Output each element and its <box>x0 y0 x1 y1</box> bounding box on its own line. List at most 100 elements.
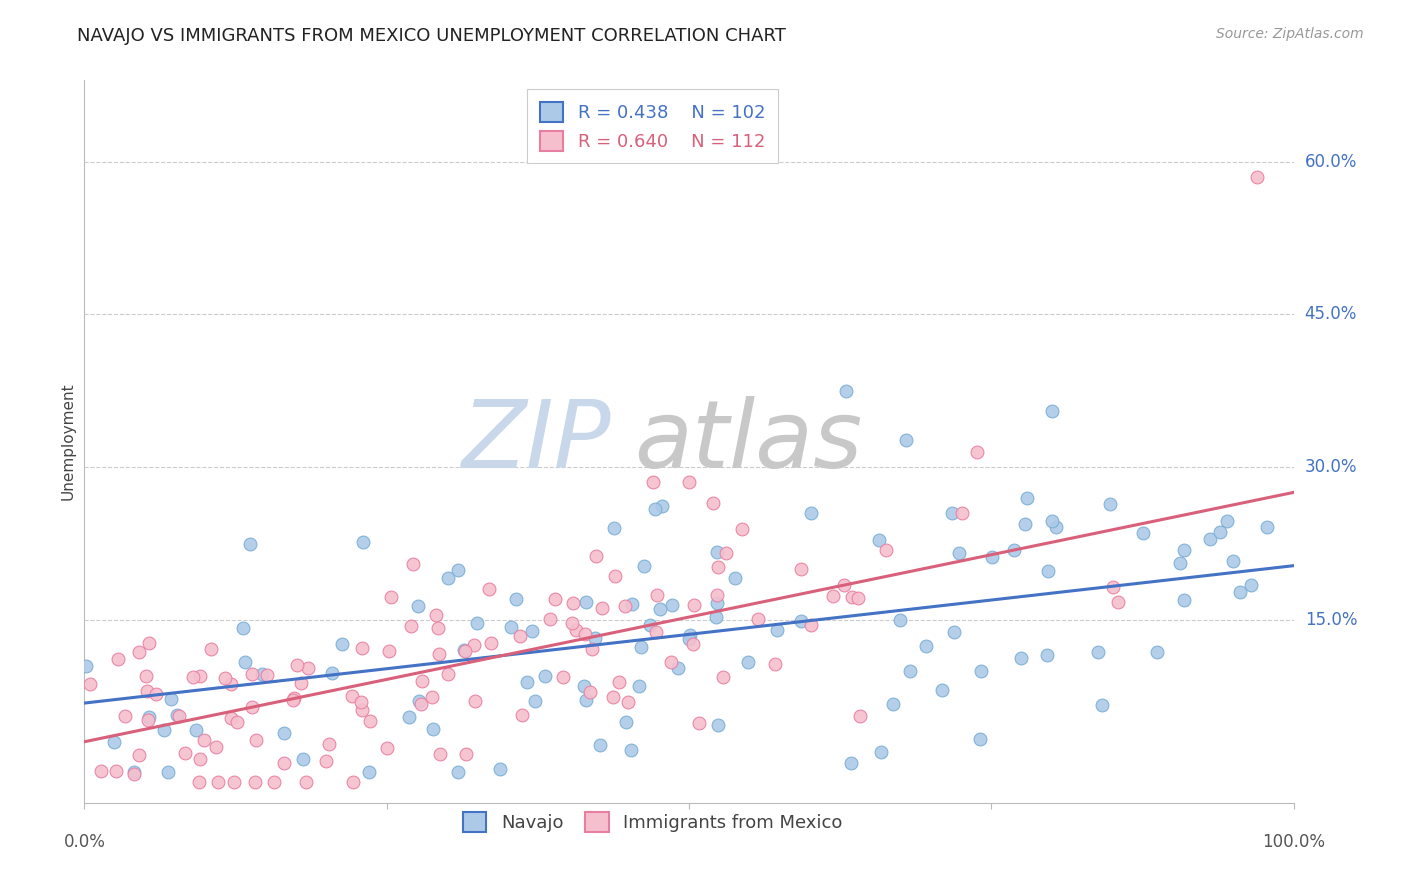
Point <box>661 599 683 613</box>
Point <box>683 598 706 612</box>
Point <box>565 624 588 638</box>
Point <box>1256 520 1278 534</box>
Point <box>409 697 432 711</box>
Point <box>239 537 262 551</box>
Point <box>651 499 673 513</box>
Point <box>425 608 447 623</box>
Point <box>447 765 470 780</box>
Point <box>350 703 373 717</box>
Point <box>79 677 101 691</box>
Point <box>1146 645 1168 659</box>
Point <box>181 670 204 684</box>
Point <box>205 739 228 754</box>
Point <box>350 640 373 655</box>
Point <box>174 746 197 760</box>
Point <box>478 582 501 596</box>
Point <box>1107 595 1129 609</box>
Point <box>401 557 423 571</box>
Point <box>648 601 671 615</box>
Text: 0.0%: 0.0% <box>63 833 105 851</box>
Point <box>1036 564 1059 578</box>
Point <box>290 676 312 690</box>
Point <box>931 683 953 698</box>
Point <box>427 621 450 635</box>
Point <box>75 658 97 673</box>
Text: 45.0%: 45.0% <box>1305 305 1357 323</box>
Point <box>285 658 308 673</box>
Point <box>799 506 821 520</box>
Point <box>380 590 402 604</box>
Point <box>342 775 364 789</box>
Legend: Navajo, Immigrants from Mexico: Navajo, Immigrants from Mexico <box>450 799 855 845</box>
Point <box>219 677 242 691</box>
Point <box>464 694 486 708</box>
Point <box>235 655 257 669</box>
Point <box>273 756 295 770</box>
Point <box>411 674 433 689</box>
Point <box>970 664 993 678</box>
Point <box>633 558 655 573</box>
Point <box>157 765 180 780</box>
Text: 30.0%: 30.0% <box>1305 458 1357 476</box>
Point <box>509 629 531 643</box>
Point <box>90 764 112 779</box>
Point <box>1173 592 1195 607</box>
Point <box>841 756 863 770</box>
Point <box>575 595 598 609</box>
Point <box>894 433 917 447</box>
Point <box>184 723 207 738</box>
Point <box>678 632 700 646</box>
Point <box>737 655 759 669</box>
Point <box>1199 532 1222 546</box>
Point <box>574 626 596 640</box>
Point <box>630 640 652 654</box>
Point <box>765 623 787 637</box>
Point <box>167 708 190 723</box>
Point <box>706 559 728 574</box>
Point <box>453 643 475 657</box>
Point <box>207 775 229 789</box>
Point <box>589 738 612 752</box>
Point <box>1091 698 1114 712</box>
Point <box>398 710 420 724</box>
Point <box>980 550 1002 565</box>
Point <box>841 591 863 605</box>
Point <box>628 680 651 694</box>
Point <box>581 641 603 656</box>
Text: atlas: atlas <box>634 396 863 487</box>
Point <box>868 533 890 548</box>
Point <box>160 691 183 706</box>
Point <box>318 737 340 751</box>
Point <box>214 671 236 685</box>
Point <box>135 668 157 682</box>
Point <box>232 621 254 635</box>
Point <box>790 562 813 576</box>
Point <box>607 675 630 690</box>
Point <box>915 639 938 653</box>
Point <box>875 542 897 557</box>
Point <box>1087 644 1109 658</box>
Point <box>406 599 429 614</box>
Point <box>645 625 668 640</box>
Point <box>352 535 374 549</box>
Point <box>706 596 728 610</box>
Point <box>505 592 527 607</box>
Point <box>501 620 523 634</box>
Point <box>1173 543 1195 558</box>
Point <box>1099 497 1122 511</box>
Point <box>889 613 911 627</box>
Point <box>544 592 567 607</box>
Point <box>200 641 222 656</box>
Point <box>1209 524 1232 539</box>
Point <box>1222 554 1244 568</box>
Point <box>510 708 533 723</box>
Point <box>551 670 574 684</box>
Point <box>153 723 176 737</box>
Point <box>1014 517 1036 532</box>
Point <box>315 755 337 769</box>
Point <box>707 717 730 731</box>
Point <box>666 661 689 675</box>
Point <box>603 521 626 535</box>
Point <box>616 696 638 710</box>
Point <box>166 708 188 723</box>
